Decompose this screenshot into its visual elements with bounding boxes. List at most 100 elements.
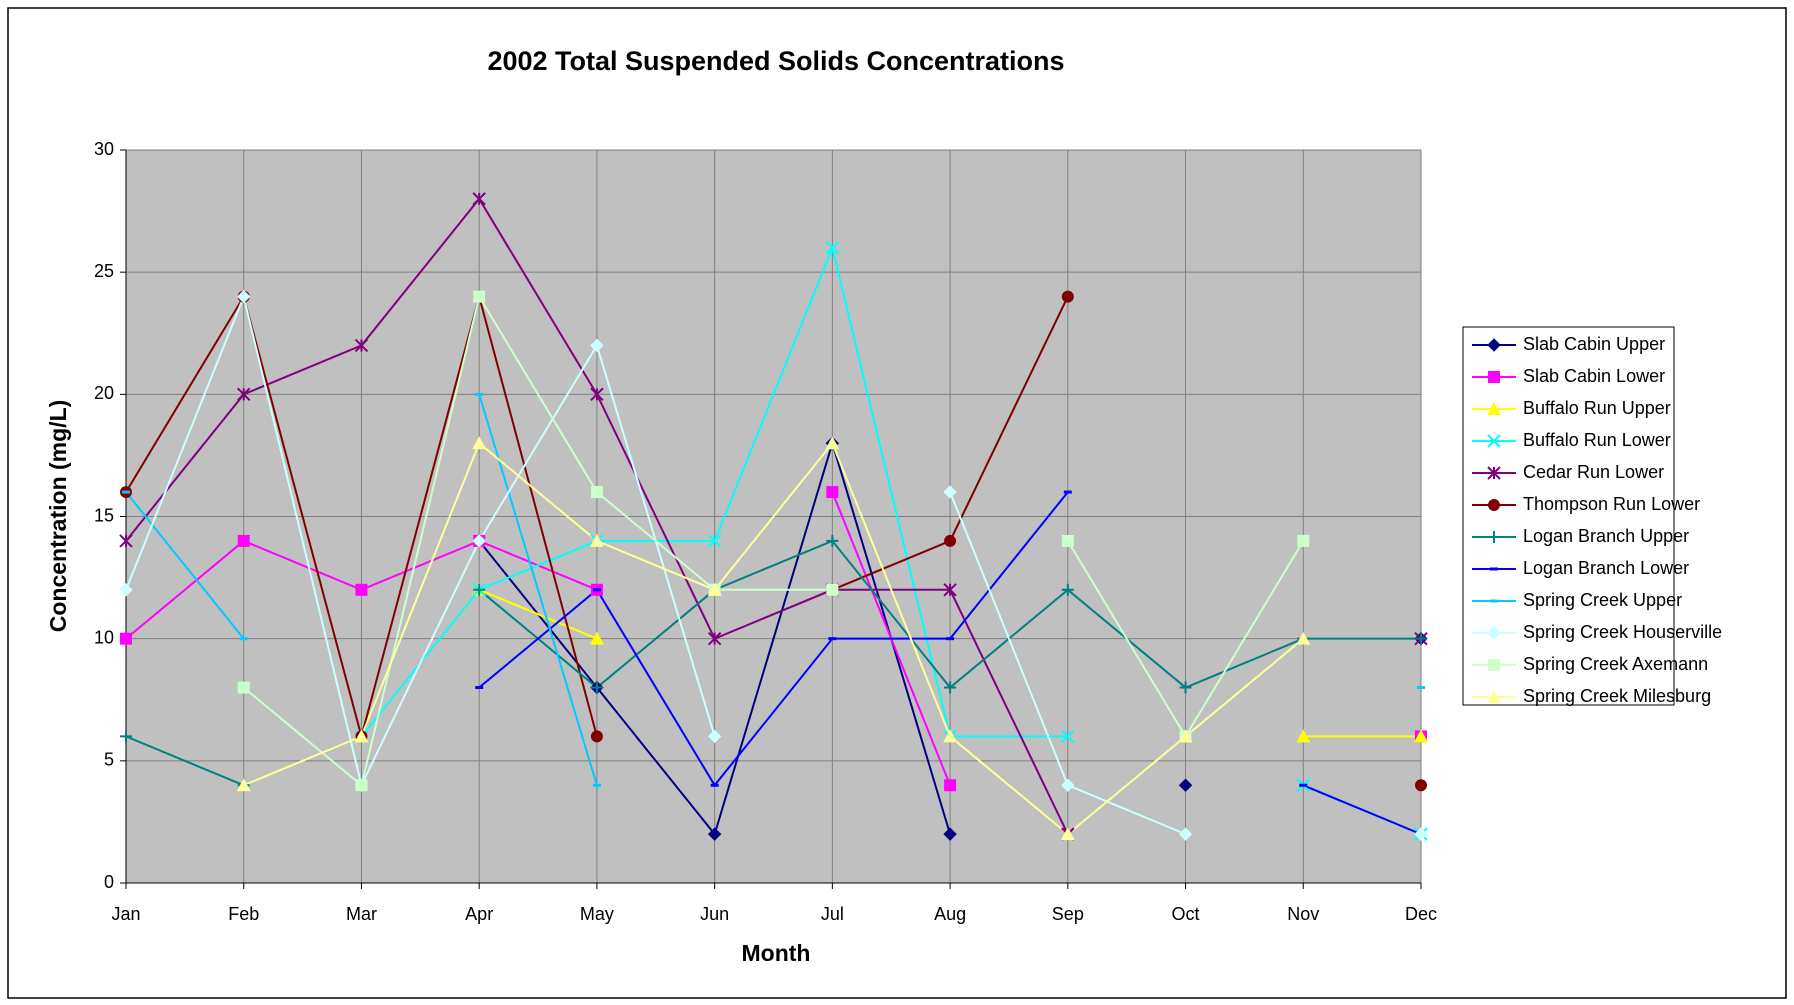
data-point (355, 583, 368, 596)
y-tick-label: 0 (104, 872, 114, 892)
data-point (1178, 827, 1193, 841)
data-point (589, 631, 604, 645)
legend-label: Slab Cabin Upper (1523, 334, 1665, 354)
data-point (1061, 778, 1075, 792)
data-point (1296, 631, 1311, 645)
data-point (354, 729, 369, 743)
legend-label: Spring Creek Upper (1523, 590, 1682, 610)
data-point (707, 827, 722, 841)
data-point (707, 631, 722, 646)
x-tick-label: Feb (228, 904, 259, 924)
y-tick-label: 10 (94, 627, 114, 647)
legend-label: Spring Creek Milesburg (1523, 686, 1711, 706)
x-tick-label: Sep (1052, 904, 1084, 924)
data-point (120, 632, 132, 645)
y-tick-label: 15 (94, 505, 114, 525)
data-point (826, 534, 839, 547)
data-point (237, 387, 251, 402)
x-tick-label: Apr (465, 904, 493, 924)
data-point (944, 681, 957, 694)
x-tick-label: Mar (346, 904, 377, 924)
data-point (1296, 729, 1311, 743)
legend-marker (1487, 626, 1501, 640)
data-point (1063, 490, 1072, 494)
data-point (119, 583, 133, 597)
data-point (120, 730, 132, 743)
legend-marker (1490, 599, 1498, 603)
legend-label: Thompson Run Lower (1523, 494, 1700, 514)
data-point (826, 486, 839, 499)
x-tick-label: Dec (1405, 904, 1437, 924)
x-axis-label: Month (742, 940, 811, 966)
data-point (1415, 779, 1427, 792)
data-point (1061, 583, 1074, 596)
data-point (590, 387, 604, 402)
legend-marker (1488, 371, 1500, 383)
y-tick-label: 30 (94, 139, 114, 159)
data-point (707, 729, 722, 744)
x-tick-label: Aug (934, 904, 966, 924)
x-tick-label: Nov (1287, 904, 1319, 924)
legend-label: Slab Cabin Lower (1523, 366, 1665, 386)
series-line (478, 491, 1422, 836)
x-tick-label: Oct (1172, 904, 1200, 924)
x-tick-label: Jun (700, 904, 729, 924)
data-point (590, 681, 603, 694)
data-point (1178, 778, 1193, 792)
data-point (236, 778, 251, 792)
legend (1462, 326, 1675, 706)
legend-marker (1488, 499, 1500, 511)
x-tick-label: Jul (821, 904, 844, 924)
data-point (589, 533, 604, 547)
data-point (1178, 729, 1193, 743)
data-point (825, 241, 840, 255)
data-point (944, 779, 957, 792)
data-point (710, 783, 719, 787)
data-point (1061, 290, 1074, 303)
data-point (475, 686, 484, 690)
data-point (825, 436, 840, 450)
data-point (592, 588, 601, 592)
data-point (592, 783, 601, 787)
legend-marker (1487, 434, 1501, 448)
chart-title: 2002 Total Suspended Solids Concentratio… (487, 46, 1064, 76)
data-point (1297, 534, 1310, 547)
y-axis-label: Concentration (mg/L) (45, 400, 71, 633)
data-point (237, 681, 250, 694)
legend-label: Buffalo Run Upper (1523, 398, 1671, 418)
series-line (478, 588, 1421, 738)
data-point (943, 827, 957, 841)
data-point (943, 583, 957, 597)
data-point (707, 582, 722, 596)
data-point (473, 583, 486, 596)
data-point (475, 392, 484, 396)
data-point (946, 637, 955, 641)
data-point (590, 486, 603, 499)
data-point (1060, 827, 1075, 841)
data-point (355, 779, 368, 792)
legend-marker (1487, 466, 1501, 480)
data-point (826, 583, 839, 596)
data-point (472, 192, 486, 206)
series-line (243, 441, 1304, 836)
legend-marker (1488, 659, 1500, 671)
data-point (239, 637, 248, 641)
y-tick-label: 25 (94, 261, 114, 281)
data-point (119, 534, 133, 548)
y-tick-label: 5 (104, 750, 114, 770)
data-point (1299, 783, 1308, 787)
legend-label: Logan Branch Upper (1523, 526, 1689, 546)
legend-marker (1487, 690, 1501, 703)
legend-marker (1487, 338, 1501, 352)
data-point (943, 729, 958, 743)
data-point (237, 289, 251, 304)
data-point (944, 534, 957, 547)
x-tick-label: Jan (111, 904, 140, 924)
x-tick-label: May (580, 904, 614, 924)
legend-label: Spring Creek Houserville (1523, 622, 1722, 642)
data-point (1414, 729, 1428, 743)
legend-label: Buffalo Run Lower (1523, 430, 1671, 450)
data-point (590, 338, 604, 353)
data-point (943, 485, 957, 499)
